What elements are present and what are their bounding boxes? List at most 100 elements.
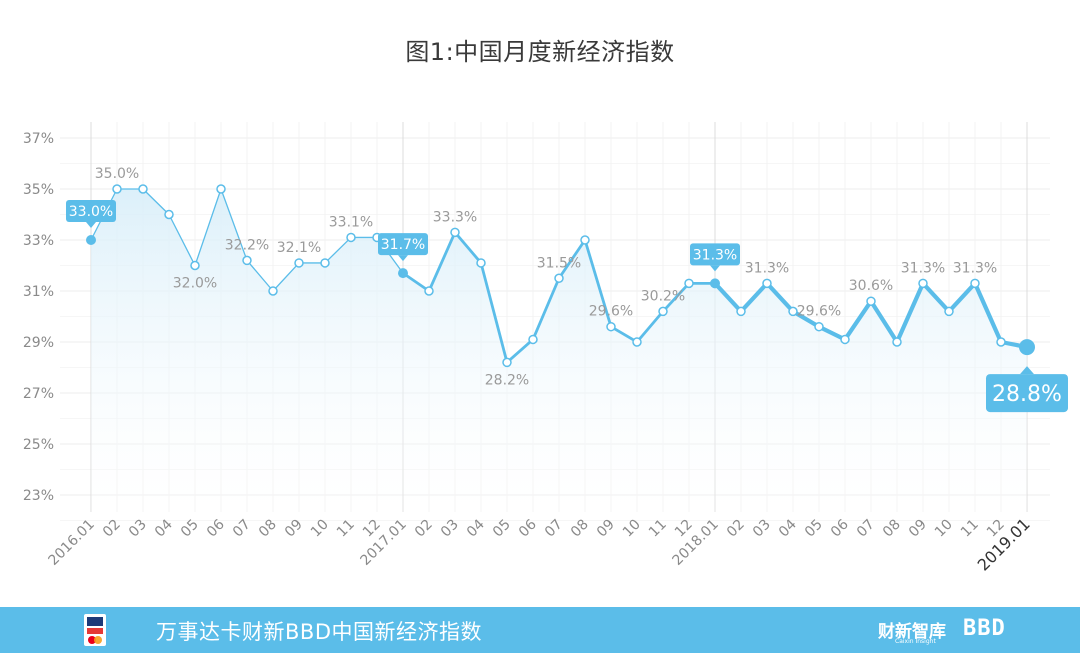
caixin-insight-logo: 财新智库	[878, 622, 946, 642]
series-segment	[453, 230, 483, 265]
series-segment	[557, 238, 587, 280]
series-segment	[220, 188, 248, 262]
data-point	[112, 184, 122, 194]
series-segment	[816, 324, 848, 342]
series-segment	[868, 299, 900, 345]
callout-label: 31.7%	[381, 237, 425, 253]
series-segment	[479, 261, 509, 364]
y-tick-label: 37%	[23, 131, 54, 147]
data-label: 28.2%	[485, 372, 529, 388]
data-point	[606, 321, 616, 332]
data-point	[268, 286, 278, 296]
series-segment	[505, 338, 535, 364]
data-point	[190, 260, 200, 271]
callout-pointer	[710, 265, 720, 272]
data-point	[502, 357, 512, 368]
series-segment	[324, 236, 352, 264]
data-point	[840, 334, 850, 345]
data-point	[138, 184, 148, 194]
data-point	[970, 278, 980, 289]
final-callout-pointer	[1020, 366, 1034, 375]
caixin-insight-subtitle: Caixin Insight	[895, 638, 936, 645]
series-segment	[920, 281, 952, 314]
data-point	[528, 334, 538, 345]
series-segment	[272, 262, 300, 292]
data-label: 31.3%	[953, 260, 997, 276]
data-label: 31.5%	[537, 255, 581, 271]
series-segment	[790, 309, 822, 329]
data-point-highlight	[710, 278, 720, 289]
index-logo-icon	[84, 614, 106, 646]
data-point	[320, 258, 330, 268]
x-tick-label-year: 2019.01	[974, 514, 1034, 574]
data-point	[944, 306, 954, 317]
series-segment	[142, 188, 170, 216]
data-point	[814, 321, 824, 332]
line-chart: 23% 25% 27% 29% 31% 33% 35% 37% 35.0% 32.0% 32.2% 3…	[23, 122, 1068, 575]
data-point	[242, 255, 252, 266]
callout-bubble	[378, 233, 428, 256]
data-point	[164, 209, 174, 220]
series-segment	[583, 238, 613, 329]
series-segment	[894, 281, 926, 345]
final-callout-bubble	[986, 374, 1068, 413]
data-label: 33.1%	[329, 214, 373, 230]
data-point	[788, 306, 798, 317]
series-segment	[842, 299, 874, 342]
series-segment	[635, 309, 665, 344]
data-point	[424, 286, 434, 296]
data-label: 30.2%	[641, 288, 685, 304]
data-point-highlight	[86, 235, 96, 245]
data-point	[346, 232, 356, 243]
series-segment	[427, 230, 457, 293]
data-label: 35.0%	[95, 166, 139, 182]
data-label: 31.3%	[901, 260, 945, 276]
series-segment	[609, 325, 639, 344]
data-point	[736, 306, 746, 317]
series-segment	[764, 281, 796, 314]
x-tick-label-year: 2016.01	[46, 517, 98, 569]
data-point	[294, 258, 304, 268]
data-point	[762, 278, 772, 289]
data-point	[554, 273, 564, 283]
y-tick-label: 23%	[23, 488, 54, 504]
data-label: 29.6%	[589, 304, 633, 320]
y-tick-label: 31%	[23, 284, 54, 300]
data-label: 32.1%	[277, 240, 321, 256]
data-point	[476, 258, 486, 268]
callout-label: 31.3%	[693, 247, 737, 263]
data-point	[918, 278, 928, 289]
data-point	[632, 337, 642, 347]
data-point-final	[1019, 339, 1035, 356]
data-point	[684, 278, 694, 289]
data-label: 32.0%	[173, 276, 217, 292]
callout-pointer	[86, 222, 96, 228]
y-tick-label: 29%	[23, 335, 54, 351]
series-segment	[246, 259, 274, 292]
callout-label: 33.0%	[69, 204, 113, 220]
bbd-logo: BBD	[963, 616, 1006, 641]
y-tick-label: 35%	[23, 182, 54, 198]
data-label: 32.2%	[225, 237, 269, 253]
data-point	[216, 184, 226, 194]
series-segment	[972, 281, 1004, 345]
data-point	[892, 337, 902, 347]
series-segment	[712, 281, 744, 314]
data-point	[866, 296, 876, 306]
data-point-highlight	[398, 268, 408, 279]
data-label: 31.3%	[745, 260, 789, 276]
series-segment	[168, 213, 196, 267]
data-point	[450, 227, 460, 238]
series-segment	[946, 281, 978, 314]
data-label: 33.3%	[433, 209, 477, 225]
series-segment	[401, 271, 431, 293]
series-segment	[531, 276, 561, 341]
data-point	[658, 306, 668, 317]
chart-title: 图1:中国月度新经济指数	[405, 38, 675, 66]
callout-bubble	[690, 243, 740, 266]
series-segment	[661, 281, 691, 313]
callout-bubble	[66, 200, 116, 222]
series-segment	[738, 281, 770, 314]
data-point	[580, 235, 590, 245]
series-segment	[194, 188, 222, 267]
